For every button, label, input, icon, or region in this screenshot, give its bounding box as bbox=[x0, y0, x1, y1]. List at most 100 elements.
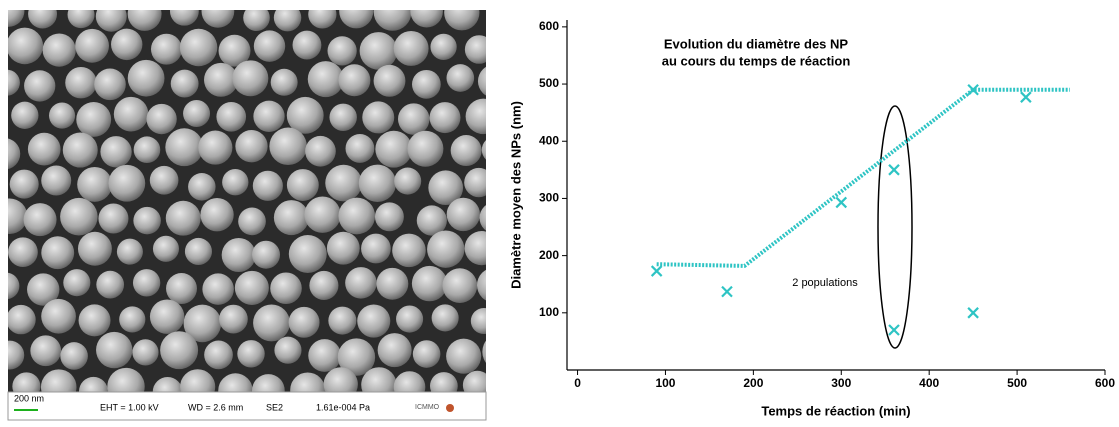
sem-logo: ICMMO bbox=[415, 404, 440, 411]
sem-scale-label: 200 nm bbox=[14, 393, 44, 403]
sem-particle bbox=[429, 372, 458, 392]
sem-particle bbox=[482, 340, 486, 363]
sem-particle bbox=[78, 304, 111, 337]
sem-particle bbox=[394, 167, 422, 195]
sem-particle bbox=[358, 164, 397, 202]
sem-particle bbox=[8, 304, 36, 335]
sem-particle bbox=[498, 309, 527, 338]
data-point bbox=[888, 324, 900, 336]
sem-particle bbox=[127, 59, 165, 97]
trend-line bbox=[656, 87, 1070, 268]
sem-particles bbox=[8, 0, 527, 402]
sem-particle bbox=[41, 298, 76, 334]
sem-particle bbox=[373, 10, 412, 31]
sem-particle bbox=[431, 304, 459, 332]
x-tick-label: 600 bbox=[1095, 376, 1115, 390]
sem-particle bbox=[376, 267, 409, 300]
chart-title: au cours du temps de réaction bbox=[662, 53, 851, 68]
sem-particle bbox=[392, 233, 426, 268]
y-tick-label: 400 bbox=[539, 133, 559, 147]
sem-particle bbox=[238, 207, 266, 236]
sem-particle bbox=[149, 165, 179, 195]
sem-particle bbox=[288, 235, 327, 273]
sem-particle bbox=[146, 103, 177, 135]
sem-particle bbox=[170, 69, 199, 98]
sem-particle bbox=[499, 374, 527, 402]
sem-particle bbox=[251, 374, 285, 392]
sem-particle bbox=[470, 307, 486, 334]
sem-particle bbox=[116, 238, 143, 265]
sem-particle bbox=[235, 130, 268, 163]
sem-particle bbox=[65, 66, 97, 99]
sem-particle bbox=[8, 27, 44, 65]
sem-particle bbox=[269, 127, 307, 166]
sem-particle bbox=[338, 197, 376, 235]
y-tick-label: 600 bbox=[539, 19, 559, 33]
sem-particle bbox=[203, 62, 238, 97]
sem-particle bbox=[442, 268, 478, 303]
sem-particle bbox=[204, 340, 233, 370]
sem-particle bbox=[412, 340, 441, 368]
sem-particle bbox=[28, 10, 58, 29]
x-tick-label: 0 bbox=[574, 376, 581, 390]
sem-particle bbox=[270, 272, 302, 305]
sem-particle bbox=[188, 173, 216, 201]
sem-particle bbox=[286, 96, 324, 134]
sem-particle bbox=[270, 68, 298, 96]
sem-particle bbox=[373, 64, 406, 97]
data-point bbox=[835, 196, 848, 209]
sem-particle bbox=[464, 231, 486, 266]
data-point bbox=[1020, 91, 1032, 103]
sem-particle bbox=[292, 30, 322, 60]
sem-particle bbox=[307, 61, 344, 98]
sem-particle bbox=[100, 136, 132, 168]
sem-particle bbox=[288, 306, 320, 338]
x-tick-label: 500 bbox=[1007, 376, 1027, 390]
sem-particle bbox=[488, 0, 515, 25]
sem-particle bbox=[290, 372, 326, 392]
chart: Evolution du diamètre des NP au cours du… bbox=[508, 19, 1115, 418]
sem-particle bbox=[8, 69, 20, 96]
sem-particle bbox=[446, 64, 475, 92]
sem-particle bbox=[63, 269, 91, 297]
sem-particle bbox=[323, 367, 358, 392]
sem-particle bbox=[133, 136, 161, 164]
sem-particle bbox=[78, 376, 108, 392]
sem-particle bbox=[96, 270, 125, 299]
sem-particle bbox=[305, 135, 336, 167]
sem-particle bbox=[444, 10, 480, 31]
sem-particle bbox=[200, 198, 234, 232]
sem-particle bbox=[361, 233, 391, 264]
sem-particle bbox=[77, 166, 113, 202]
population-ellipse bbox=[877, 105, 913, 349]
sem-particle bbox=[428, 170, 464, 206]
sem-eht: EHT = 1.00 kV bbox=[100, 402, 159, 412]
sem-particle bbox=[377, 333, 412, 368]
sem-particle bbox=[446, 338, 482, 374]
sem-particle bbox=[450, 135, 482, 167]
sem-particle bbox=[464, 35, 486, 64]
sem-particle bbox=[393, 30, 429, 66]
sem-particle bbox=[416, 205, 447, 236]
x-tick-label: 300 bbox=[831, 376, 851, 390]
sem-particle bbox=[465, 98, 486, 135]
sem-particle bbox=[253, 30, 286, 62]
sem-wd: WD = 2.6 mm bbox=[188, 402, 243, 412]
x-axis-label: Temps de réaction (min) bbox=[761, 403, 910, 418]
sem-particle bbox=[113, 96, 149, 132]
sem-particle bbox=[361, 367, 397, 392]
sem-particle bbox=[357, 304, 391, 338]
sem-particle bbox=[329, 103, 357, 132]
data-point bbox=[967, 83, 979, 96]
sem-particle bbox=[339, 10, 374, 29]
sem-particle bbox=[338, 64, 371, 97]
sem-particle bbox=[273, 10, 302, 32]
sem-particle bbox=[132, 339, 159, 366]
sem-particle bbox=[397, 103, 430, 135]
sem-particle bbox=[24, 70, 56, 102]
sem-detector: SE2 bbox=[266, 402, 283, 412]
sem-particle bbox=[60, 197, 98, 236]
sem-particle bbox=[359, 32, 398, 70]
sem-particle bbox=[149, 299, 185, 334]
